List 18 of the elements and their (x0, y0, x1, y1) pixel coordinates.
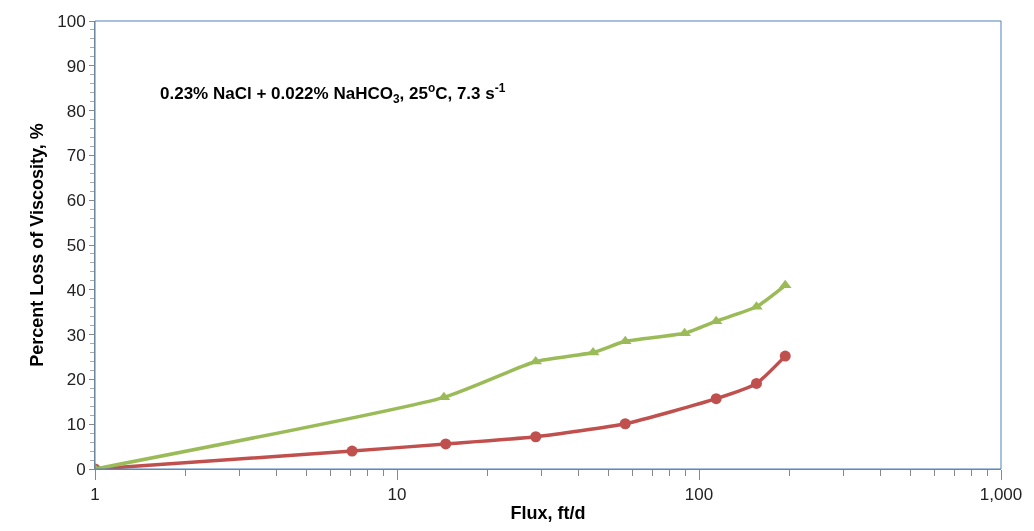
y-axis-title: Percent Loss of Viscosity, % (27, 123, 48, 367)
y-tick-label: 80 (66, 101, 86, 121)
y-tick-label: 20 (66, 370, 86, 390)
x-tick-label: 1,000 (979, 485, 1023, 505)
annotation: 0.23% NaCl + 0.022% NaHCO$_{3}$, 25$^{o}$C, 7.3 s$^{-1}$ (160, 81, 506, 106)
y-tick-label: 0 (76, 459, 86, 479)
y-tick-label: 10 (66, 415, 86, 435)
x-tick-label: 10 (387, 485, 407, 505)
y-tick-label: 40 (66, 280, 86, 300)
y-tick-label: 70 (66, 146, 86, 166)
y-tick-label: 90 (66, 56, 86, 76)
y-tick-label: 60 (66, 191, 86, 211)
y-tick-label: 50 (66, 235, 86, 255)
x-axis-title: Flux, ft/d (510, 502, 586, 523)
y-tick-label: 100 (57, 11, 86, 31)
y-tick-label: 30 (66, 325, 86, 345)
x-tick-label: 100 (684, 485, 714, 505)
x-tick-label: 1 (90, 485, 100, 505)
